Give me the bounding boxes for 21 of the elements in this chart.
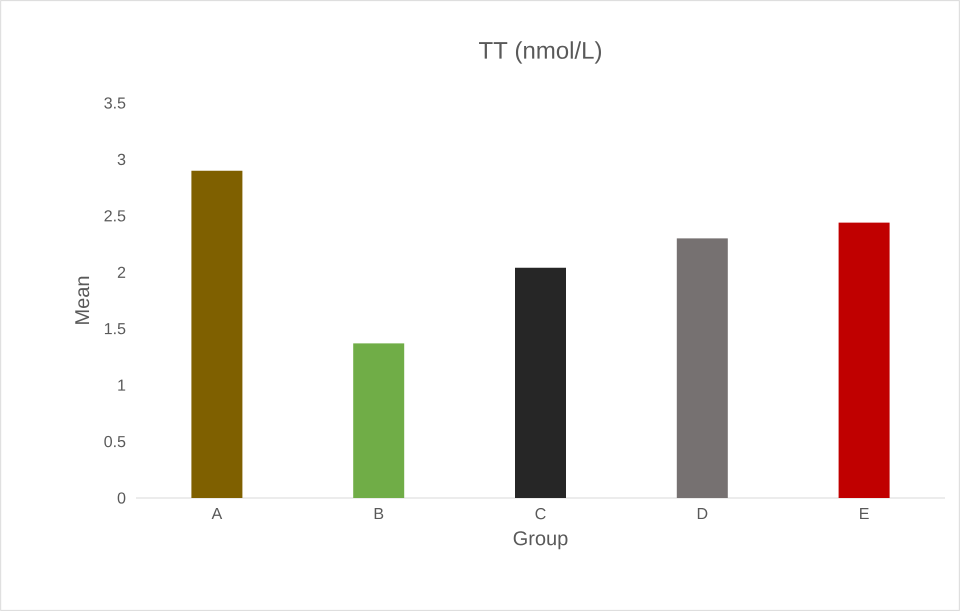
y-tick-label: 1.5: [104, 323, 126, 334]
y-tick-label: 3: [118, 154, 126, 166]
x-tick-label: E: [860, 508, 869, 520]
bar: [676, 238, 728, 498]
x-axis-title: Group: [514, 531, 568, 550]
x-tick-label: A: [212, 508, 222, 520]
chart-title: TT (nmol/L): [479, 41, 601, 64]
bar: [191, 170, 242, 498]
y-tick-label: 2.5: [104, 210, 126, 222]
x-tick-label: D: [698, 508, 708, 520]
bar: [515, 268, 566, 498]
x-tick-label: B: [374, 508, 384, 520]
bar: [353, 343, 404, 498]
x-tick-label: C: [536, 508, 546, 520]
y-tick-label: 2: [118, 266, 126, 278]
y-tick-label: 0: [118, 492, 126, 504]
bar: [838, 222, 890, 498]
y-tick-label: 1: [118, 380, 126, 391]
y-tick-label: 3.5: [104, 97, 126, 109]
y-axis-title: Mean: [75, 276, 90, 324]
y-tick-label: 0.5: [104, 436, 126, 448]
